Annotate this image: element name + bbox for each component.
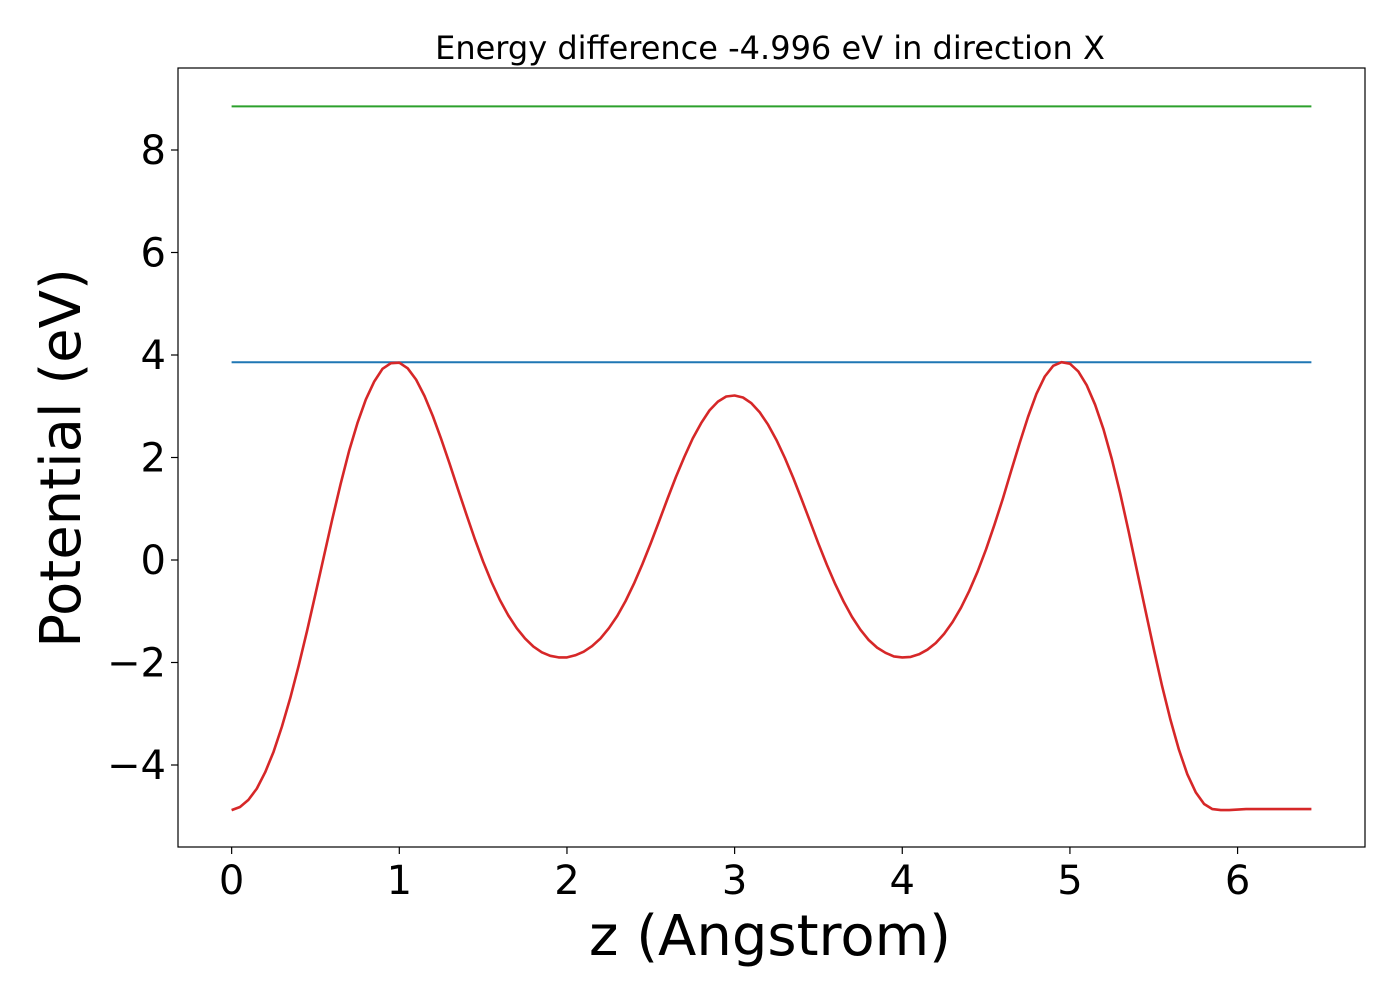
y-tick-label: 4 xyxy=(141,333,166,379)
y-tick-label: 2 xyxy=(141,436,166,482)
x-axis-label: z (Angstrom) xyxy=(589,904,951,969)
x-axis: 0 1 2 3 4 5 6 xyxy=(219,847,1250,904)
x-tick-label: 2 xyxy=(554,858,579,904)
x-tick-label: 5 xyxy=(1057,858,1082,904)
y-tick-label: 6 xyxy=(141,231,166,277)
y-tick-label: −4 xyxy=(107,743,166,789)
chart-title: Energy difference -4.996 eV in direction… xyxy=(435,29,1105,67)
x-tick-label: 1 xyxy=(387,858,412,904)
x-tick-label: 4 xyxy=(890,858,915,904)
x-tick-label: 6 xyxy=(1225,858,1250,904)
plot-area xyxy=(231,105,1312,812)
y-tick-label: 0 xyxy=(141,538,166,584)
y-tick-label: 8 xyxy=(141,128,166,174)
x-tick-label: 0 xyxy=(219,858,244,904)
y-axis: −4 −2 0 2 4 6 8 xyxy=(107,128,178,789)
x-tick-label: 3 xyxy=(722,858,747,904)
y-tick-label: −2 xyxy=(107,641,166,687)
plot-frame xyxy=(177,67,1366,848)
series-line-3 xyxy=(231,360,1312,812)
y-axis-label: Potential (eV) xyxy=(29,268,94,648)
